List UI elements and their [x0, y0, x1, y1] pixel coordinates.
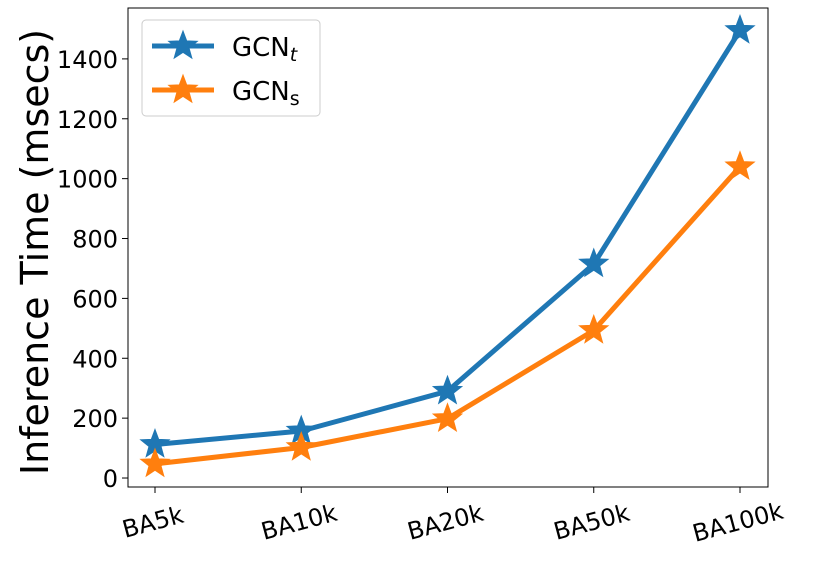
- y-tick-label: 1200: [57, 106, 118, 134]
- data-point-star-icon: [724, 150, 756, 180]
- y-tick-label: 1000: [57, 166, 118, 194]
- legend-label-name: GCN: [232, 33, 290, 63]
- plot-frame: [127, 7, 769, 488]
- data-point-star-icon: [578, 314, 610, 344]
- legend-star-icon: [167, 29, 199, 60]
- data-point-star-icon: [431, 402, 464, 433]
- x-tick-label: BA5k: [119, 501, 186, 544]
- data-point-star-icon: [724, 14, 756, 44]
- legend-label-name: GCN: [232, 77, 290, 107]
- series-markers: [139, 14, 756, 478]
- y-tick-label: 200: [72, 405, 118, 433]
- y-tick-label: 0: [103, 465, 118, 493]
- data-point-star-icon: [139, 447, 171, 478]
- y-tick-label: 1400: [57, 46, 118, 74]
- y-axis-label-group: Inference Time (msecs): [13, 29, 57, 475]
- legend-label-subscript: t: [290, 44, 299, 66]
- y-axis-label: Inference Time (msecs): [13, 29, 57, 475]
- legend-label-subscript: s: [290, 88, 300, 110]
- legend-label-0: GCNt: [232, 33, 299, 66]
- y-tick-label: 800: [72, 226, 118, 254]
- x-tick-label: BA100k: [690, 497, 787, 548]
- x-tick-label: BA20k: [404, 499, 486, 546]
- legend-label-1: GCNs: [232, 77, 300, 110]
- y-tick-label: 600: [72, 285, 118, 313]
- data-point-star-icon: [431, 374, 464, 405]
- data-point-star-icon: [578, 247, 610, 278]
- y-tick-label: 400: [72, 345, 118, 373]
- ticks-layer: 0 200 400 600 800 1000 1200 1400 BA5k BA10k BA20k B…: [57, 46, 786, 548]
- x-tick-label: BA10k: [258, 499, 340, 546]
- data-point-star-icon: [285, 431, 317, 461]
- legend-star-icon: [167, 73, 199, 104]
- x-tick-label: BA50k: [551, 499, 633, 546]
